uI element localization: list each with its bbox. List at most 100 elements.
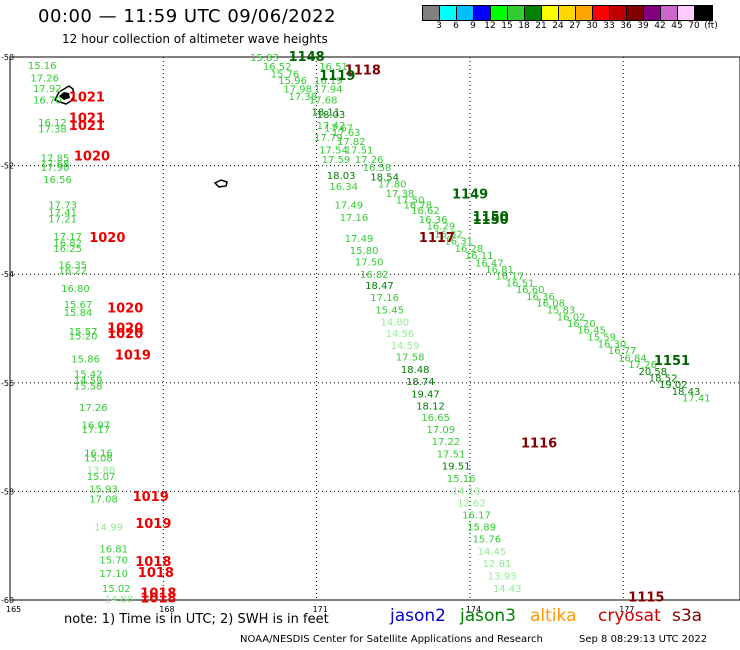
- legend-label: 45: [671, 21, 683, 31]
- swh-value: 16.31: [444, 237, 473, 248]
- swh-value: 16.30: [598, 340, 627, 351]
- swh-value: 17.80: [378, 180, 407, 191]
- swh-value: 14.99: [94, 523, 123, 534]
- swh-value: 15.84: [64, 308, 93, 319]
- swh-value: 18.12: [416, 402, 445, 413]
- swh-value: 17.38: [386, 189, 415, 200]
- swh-value: 18.54: [370, 173, 399, 184]
- swh-value: 17.38: [289, 92, 318, 103]
- mission-jason2: jason2: [390, 606, 446, 626]
- swh-value: 17.26: [79, 403, 108, 414]
- swh-value: 18.52: [649, 373, 678, 384]
- legend-swatch: [474, 6, 491, 20]
- pressure-value: 1149: [452, 187, 488, 202]
- lat-tick-label: -54: [1, 270, 14, 279]
- swh-value: 16.12: [38, 118, 67, 129]
- legend-swatch: [559, 6, 576, 20]
- swh-value: 15.76: [473, 535, 502, 546]
- swh-value: 16.82: [360, 270, 389, 281]
- swh-value: 15.83: [250, 53, 279, 64]
- swh-value: 16.19: [314, 76, 343, 87]
- swh-value: 17.50: [396, 195, 425, 206]
- swh-value: 14.43: [493, 584, 522, 595]
- swh-value: 15.59: [587, 333, 616, 344]
- swh-value: 15.83: [547, 306, 576, 317]
- swh-value: 12.81: [483, 559, 512, 570]
- swh-value: 19.51: [442, 461, 471, 472]
- pressure-value: 1020: [74, 149, 110, 164]
- swh-value: 13.93: [488, 572, 517, 583]
- swh-value: 16.70: [33, 95, 62, 106]
- legend-swatch: [525, 6, 542, 20]
- pressure-value: 1150: [473, 210, 509, 225]
- swh-value: 12.62: [457, 498, 486, 509]
- legend-swatch: [678, 6, 695, 20]
- swh-value: 17.08: [89, 495, 118, 506]
- swh-value: 14.59: [391, 341, 420, 352]
- pressure-value: 1020: [107, 327, 143, 342]
- swh-value: 16.78: [404, 201, 433, 212]
- legend-swatch: [661, 6, 678, 20]
- swh-value: 17.17: [53, 232, 82, 243]
- pressure-value: 1019: [135, 517, 171, 532]
- swh-value: 16.77: [608, 346, 637, 357]
- pressure-value: 1019: [133, 490, 169, 505]
- lon-tick-label: 177: [619, 605, 634, 614]
- swh-value: 16.82: [434, 230, 463, 241]
- legend-label: 39: [637, 21, 649, 31]
- swh-value: 14.80: [381, 317, 410, 328]
- swh-value: 15.86: [71, 354, 100, 365]
- swh-value: 16.35: [59, 260, 88, 271]
- swh-value: 16.29: [427, 221, 456, 232]
- legend-label: (ft): [704, 21, 718, 31]
- swh-value: 14.59: [74, 376, 103, 387]
- swh-value: 15.07: [87, 472, 116, 483]
- swh-value: 15.45: [375, 306, 404, 317]
- swh-value: 16.81: [485, 265, 514, 276]
- swh-value: 16.02: [557, 313, 586, 324]
- swh-value: 15.08: [84, 454, 113, 465]
- legend-label: 42: [654, 21, 666, 31]
- swh-value: 18.47: [365, 281, 394, 292]
- swh-value: 16.84: [618, 353, 647, 364]
- swh-value: 17.82: [337, 137, 366, 148]
- swh-value: 16.51: [319, 62, 348, 73]
- pressure-value: 1115: [628, 590, 664, 605]
- swh-value: 17.21: [48, 214, 77, 225]
- legend-label: 6: [453, 21, 459, 31]
- swh-value: 16.22: [59, 266, 88, 277]
- swh-value: 15.58: [74, 382, 103, 393]
- legend-swatch: [695, 6, 712, 20]
- swh-value: 17.41: [48, 208, 77, 219]
- axis-labels: 165 168 171 174 177 -50 -52 -54 -56 -58 -60: [1, 53, 634, 614]
- legend-swatch: [440, 6, 457, 20]
- auckland-island-inner: [59, 92, 70, 100]
- swh-value: 17.54: [319, 145, 348, 156]
- pressure-value: 1151: [654, 354, 690, 369]
- lat-tick-label: -60: [1, 596, 14, 605]
- swh-value: 17.22: [432, 437, 461, 448]
- swh-value: 17.17: [82, 425, 111, 436]
- legend-label: 70: [688, 21, 700, 31]
- color-scale-legend: [422, 5, 713, 21]
- swh-value: 15.76: [271, 69, 300, 80]
- swh-value: 15.16: [28, 61, 57, 72]
- swh-value: 15.42: [74, 370, 103, 381]
- swh-value: 15.89: [467, 523, 496, 534]
- swh-value: 16.51: [506, 278, 535, 289]
- swh-value: 16.81: [99, 544, 128, 555]
- swh-value: 16.65: [421, 413, 450, 424]
- lon-tick-label: 165: [6, 605, 21, 614]
- legend-label: 12: [484, 21, 496, 31]
- swh-value: 16.20: [567, 319, 596, 330]
- swh-value: 16.11: [465, 251, 494, 262]
- legend-swatch: [423, 6, 440, 20]
- swh-value: 16.36: [526, 292, 555, 303]
- swh-value: 15.16: [447, 474, 476, 485]
- lon-tick-label: 174: [466, 605, 481, 614]
- swh-value: 17.50: [355, 258, 384, 269]
- swh-value: 16.58: [363, 163, 392, 174]
- map-gridlines: [9, 56, 740, 601]
- pressure-value: 1148: [289, 50, 325, 65]
- swh-value: 16.62: [411, 206, 440, 217]
